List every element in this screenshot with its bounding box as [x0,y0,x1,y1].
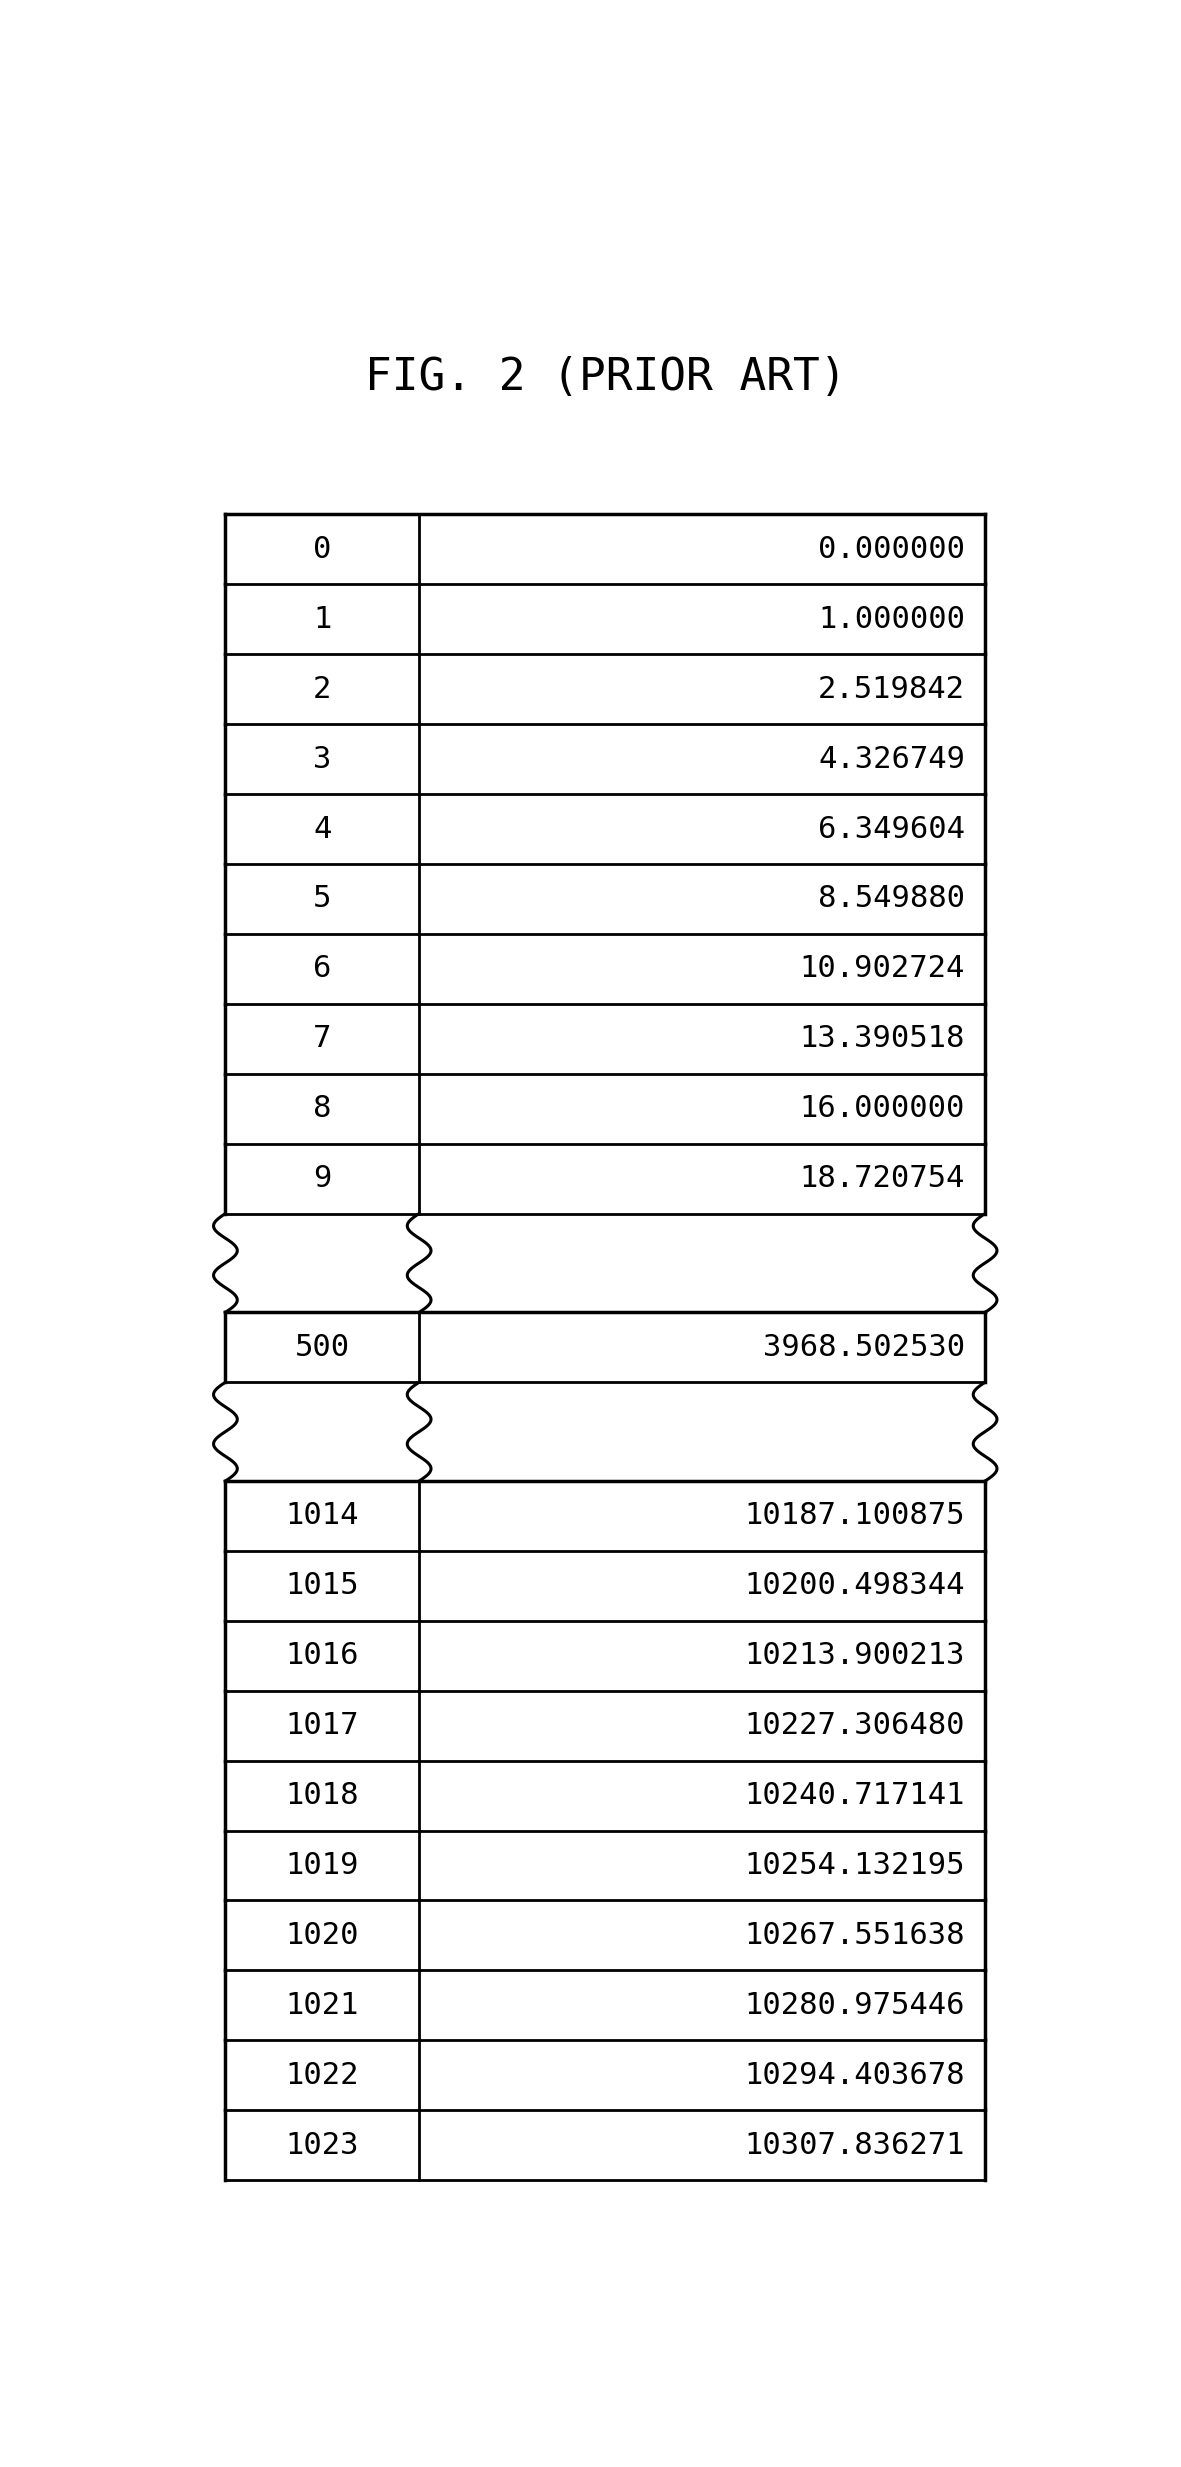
Text: 10307.836271: 10307.836271 [744,2131,965,2159]
Text: 9: 9 [313,1164,332,1194]
Text: 500: 500 [295,1332,350,1362]
Text: 3968.502530: 3968.502530 [763,1332,965,1362]
Text: 1.000000: 1.000000 [818,604,965,634]
Text: 2: 2 [313,676,332,703]
Text: 10267.551638: 10267.551638 [744,1922,965,1949]
Text: 6: 6 [313,955,332,984]
Text: 1018: 1018 [286,1781,359,1811]
Text: 1016: 1016 [286,1641,359,1670]
Text: 18.720754: 18.720754 [800,1164,965,1194]
Text: 10227.306480: 10227.306480 [744,1712,965,1739]
Text: 1019: 1019 [286,1850,359,1880]
Text: 10294.403678: 10294.403678 [744,2060,965,2090]
Text: 10240.717141: 10240.717141 [744,1781,965,1811]
Text: 10.902724: 10.902724 [800,955,965,984]
Text: 4.326749: 4.326749 [818,745,965,775]
Text: 5: 5 [313,886,332,913]
Text: 1023: 1023 [286,2131,359,2159]
Text: 0.000000: 0.000000 [818,535,965,565]
Text: 1014: 1014 [286,1502,359,1530]
Text: 6.349604: 6.349604 [818,814,965,844]
Text: 1022: 1022 [286,2060,359,2090]
Text: 1021: 1021 [286,1991,359,2020]
Text: 1: 1 [313,604,332,634]
Text: 8.549880: 8.549880 [818,886,965,913]
Text: 10280.975446: 10280.975446 [744,1991,965,2020]
Text: 7: 7 [313,1024,332,1053]
Text: 10213.900213: 10213.900213 [744,1641,965,1670]
Text: FIG. 2 (PRIOR ART): FIG. 2 (PRIOR ART) [365,355,846,400]
Text: 3: 3 [313,745,332,775]
Text: 1017: 1017 [286,1712,359,1739]
Text: 16.000000: 16.000000 [800,1095,965,1122]
Text: 10200.498344: 10200.498344 [744,1571,965,1601]
Text: 13.390518: 13.390518 [800,1024,965,1053]
Text: 8: 8 [313,1095,332,1122]
Text: 2.519842: 2.519842 [818,676,965,703]
Text: 10187.100875: 10187.100875 [744,1502,965,1530]
Text: 1015: 1015 [286,1571,359,1601]
Text: 10254.132195: 10254.132195 [744,1850,965,1880]
Text: 1020: 1020 [286,1922,359,1949]
Text: 4: 4 [313,814,332,844]
Text: 0: 0 [313,535,332,565]
